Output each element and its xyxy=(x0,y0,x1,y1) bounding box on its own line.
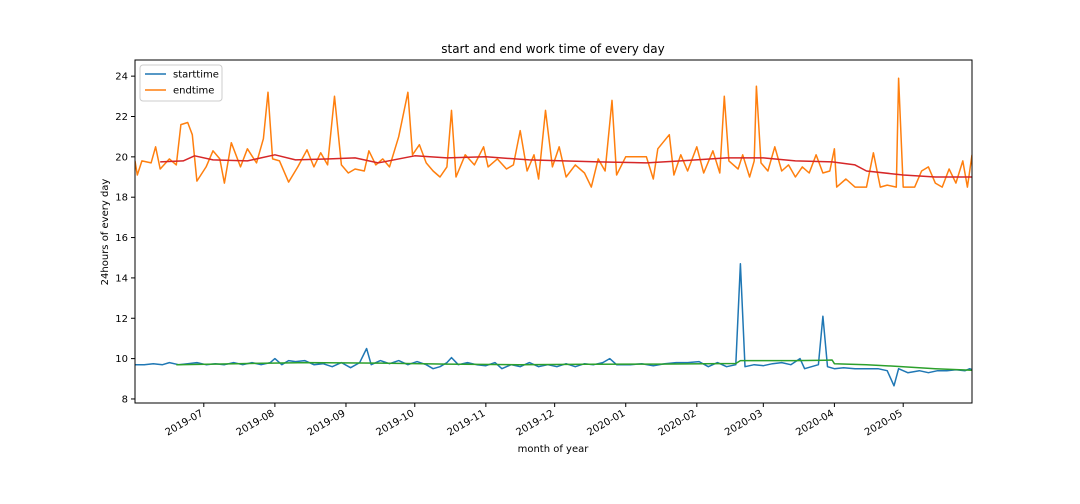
x-axis-label: month of year xyxy=(518,444,590,455)
x-tick-label: 2019-07 xyxy=(164,408,206,438)
y-tick-label: 8 xyxy=(122,394,128,405)
x-tick-label: 2020-02 xyxy=(657,408,699,438)
x-tick-label: 2019-12 xyxy=(514,408,556,438)
legend-label-endtime: endtime xyxy=(173,86,214,97)
x-tick-label: 2020-01 xyxy=(586,408,628,438)
x-tick-label: 2019-09 xyxy=(306,408,348,438)
x-axis: 2019-07 2019-08 2019-09 2019-10 2019-11 2019-… xyxy=(164,403,905,438)
y-tick-label: 14 xyxy=(115,273,128,284)
plot-lines xyxy=(135,77,972,387)
x-tick-label: 2019-11 xyxy=(446,408,488,438)
legend: starttime endtime xyxy=(139,64,223,102)
trend-line-2 xyxy=(176,359,972,372)
series-line-endtime xyxy=(135,77,972,188)
series-line-starttime xyxy=(135,263,972,387)
x-tick-label: 2019-10 xyxy=(375,408,417,438)
plot-frame xyxy=(134,59,973,404)
y-tick-label: 22 xyxy=(115,112,128,123)
x-tick-label: 2019-08 xyxy=(235,408,277,438)
y-tick-label: 12 xyxy=(115,314,128,325)
y-tick-label: 18 xyxy=(115,193,128,204)
y-axis-label: 24hours of every day xyxy=(100,179,111,286)
x-tick-label: 2020-04 xyxy=(794,408,836,438)
x-tick-label: 2020-05 xyxy=(863,408,905,438)
x-tick-label: 2020-03 xyxy=(723,408,765,438)
y-tick-label: 16 xyxy=(115,233,128,244)
y-tick-label: 24 xyxy=(115,72,128,83)
chart-title: start and end work time of every day xyxy=(441,42,665,56)
legend-label-starttime: starttime xyxy=(173,70,219,81)
y-axis: 8 10 12 14 16 18 20 22 24 xyxy=(115,72,135,405)
y-tick-label: 10 xyxy=(115,354,128,365)
y-tick-label: 20 xyxy=(115,152,128,163)
trend-line-3 xyxy=(160,154,972,178)
